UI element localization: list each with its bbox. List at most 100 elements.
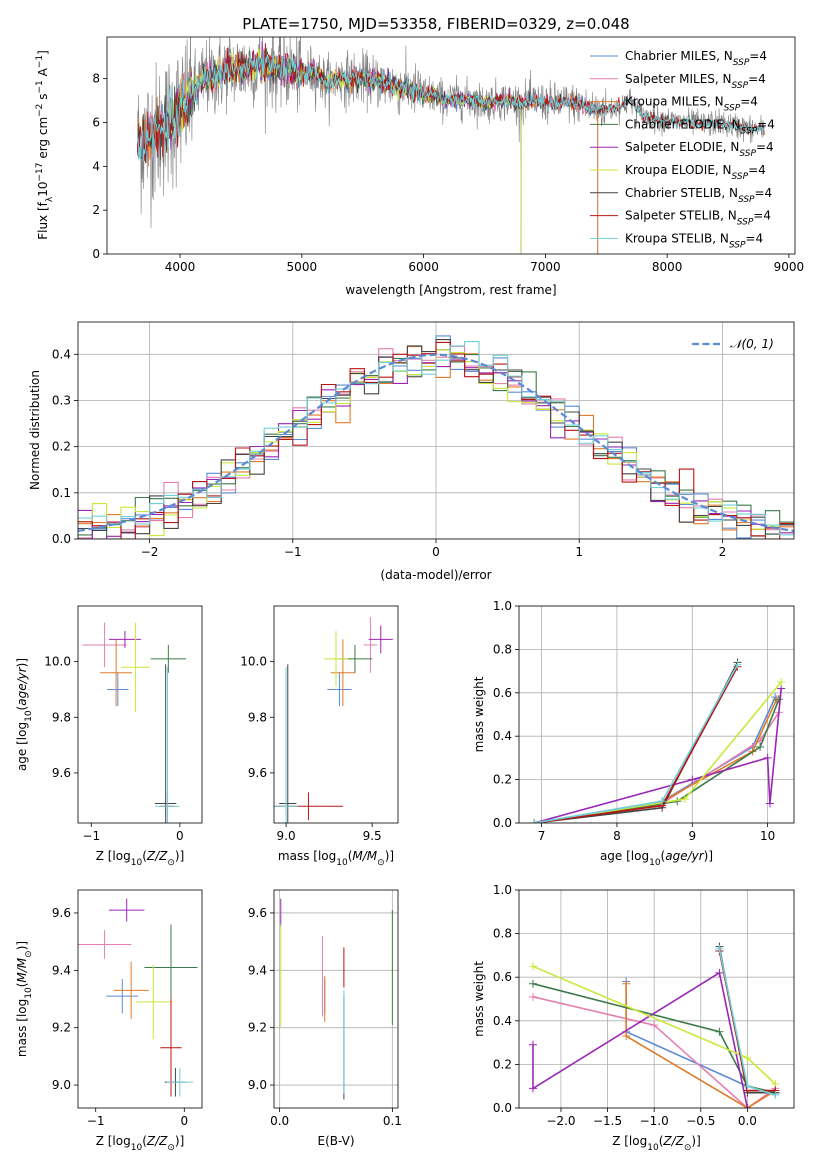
histogram-kroupa-stelib <box>78 341 794 536</box>
y-tick-label: 2 <box>92 203 100 217</box>
label-part: =4 <box>756 140 774 154</box>
axes-frame <box>518 605 795 824</box>
x-tick-label: −0.5 <box>686 1114 715 1128</box>
label-part: SSP <box>729 240 746 250</box>
label-part: SSP <box>732 81 749 91</box>
label-part: λ <box>45 196 55 202</box>
mass-weight-marker-kroupa-stelib <box>771 1090 780 1099</box>
x-tick-label: 9.0 <box>277 829 296 843</box>
mass-weight-line-chabrier-elodie <box>533 699 780 823</box>
label-part: ( <box>15 706 29 711</box>
legend-label: 𝒩(0, 1) <box>730 337 774 351</box>
label-part: Chabrier MILES, N <box>625 49 733 63</box>
mass-weight-marker-kroupa-elodie <box>743 1053 752 1062</box>
x-tick-label: 0 <box>176 829 184 843</box>
x-tick-label: −2 <box>141 545 159 559</box>
label-part: 10 <box>336 858 348 868</box>
mass-weight-line-chabrier-stelib <box>534 662 739 823</box>
label-part: age [log <box>15 722 29 771</box>
label-part: −1 <box>35 80 45 93</box>
label-part: ⊙ <box>167 1143 175 1153</box>
label-part: SSP <box>733 58 750 68</box>
label-part: s <box>36 94 50 104</box>
label-part: age/yr <box>665 849 704 863</box>
plot-area <box>274 617 393 823</box>
label-part: SSP <box>724 104 741 114</box>
mass-weight-marker-kroupa-stelib <box>658 797 667 806</box>
legend-label: Salpeter STELIB, NSSP=4 <box>625 209 771 228</box>
label-part: 10 <box>24 987 34 999</box>
x-tick-label: 1 <box>575 545 583 559</box>
label-part: )] <box>175 849 184 863</box>
label-part: ⊙ <box>24 950 34 958</box>
mass-weight-marker-chabrier-elodie <box>774 695 783 704</box>
label-part: ⊙ <box>167 858 175 868</box>
label-part: Kroupa ELODIE, N <box>625 163 732 177</box>
axes-frame <box>273 605 399 824</box>
plot-area <box>519 890 794 1108</box>
x-tick-label: 4000 <box>165 260 196 274</box>
legend-label: Kroupa STELIB, NSSP=4 <box>625 231 763 250</box>
y-tick-label: 0.8 <box>493 642 512 656</box>
label-part: SSP <box>737 218 754 228</box>
x-axis-label: E(B-V) <box>317 1134 354 1148</box>
label-part: 10 <box>24 710 34 722</box>
label-part: )] <box>704 849 713 863</box>
label-part: Z/Z <box>146 849 168 863</box>
x-tick-label: 9 <box>688 829 696 843</box>
y-tick-label: 0 <box>92 247 100 261</box>
label-part: Salpeter STELIB, N <box>625 209 737 223</box>
y-tick-label: 0.6 <box>493 686 512 700</box>
legend-label: Chabrier ELODIE, NSSP=4 <box>625 117 775 136</box>
mass-weight-marker-kroupa-stelib <box>530 819 539 823</box>
x-tick-label: −1.5 <box>593 1114 622 1128</box>
label-part: M/M <box>352 849 377 863</box>
mass-weight-line-kroupa-miles <box>625 983 776 1108</box>
label-part: )] <box>175 1134 184 1148</box>
y-tick-label: 9.6 <box>248 766 267 780</box>
label-part: mass [log <box>278 849 336 863</box>
y-tick-label: 6 <box>92 115 100 129</box>
label-part: Salpeter MILES, N <box>625 72 732 86</box>
mass-weight-marker-kroupa-miles <box>622 1032 631 1041</box>
x-tick-label: −1 <box>284 545 302 559</box>
y-tick-label: 0.1 <box>52 486 71 500</box>
label-part: ⊙ <box>684 1143 692 1153</box>
label-part: =4 <box>745 231 763 245</box>
plot-area <box>82 622 187 823</box>
x-tick-label: 9000 <box>774 260 805 274</box>
label-part: SSP <box>732 172 749 182</box>
model-spectrum-salpeter-stelib <box>137 43 765 161</box>
label-part: E(B-V) <box>317 1134 354 1148</box>
x-tick-label: −1 <box>87 1114 105 1128</box>
label-part: 10 <box>36 182 50 197</box>
y-tick-label: 9.8 <box>52 710 71 724</box>
label-part: ( <box>142 849 147 863</box>
y-tick-label: 0.4 <box>493 1014 512 1028</box>
mass-weight-marker-salpeter-elodie <box>528 1040 537 1049</box>
label-part: )] <box>385 849 394 863</box>
label-part: Flux [f <box>36 201 50 239</box>
label-part: 10 <box>647 1143 659 1153</box>
x-tick-label: −2.0 <box>546 1114 575 1128</box>
mass-weight-marker-kroupa-elodie <box>777 677 786 686</box>
label-part: Chabrier STELIB, N <box>625 186 738 200</box>
label-part: =4 <box>748 163 766 177</box>
panel-3: 9.0 9.5 9.6 9.8 10.0 mass [log10(M/M⊙)] <box>240 605 399 868</box>
mass-weight-marker-salpeter-elodie <box>688 775 697 784</box>
mass-weight-marker-chabrier-elodie <box>715 1027 724 1036</box>
label-part: )] <box>691 1134 700 1148</box>
y-axis-label: mass weight <box>472 961 486 1037</box>
label-part: Salpeter ELODIE, N <box>625 140 739 154</box>
label-part: ( <box>15 983 29 988</box>
label-part: −17 <box>35 163 45 182</box>
label-part: SSP <box>739 149 756 159</box>
x-axis-label: Z [log10(Z/Z⊙)] <box>96 849 185 868</box>
label-part: ⊙ <box>377 858 385 868</box>
y-tick-label: 9.0 <box>52 1078 71 1092</box>
x-tick-label: 8000 <box>652 260 683 274</box>
y-tick-label: 9.2 <box>52 1021 71 1035</box>
panel-5: −1 09.09.29.49.6Z [log10(Z/Z⊙)]mass [log1… <box>15 889 203 1153</box>
x-tick-label: 2 <box>719 545 727 559</box>
